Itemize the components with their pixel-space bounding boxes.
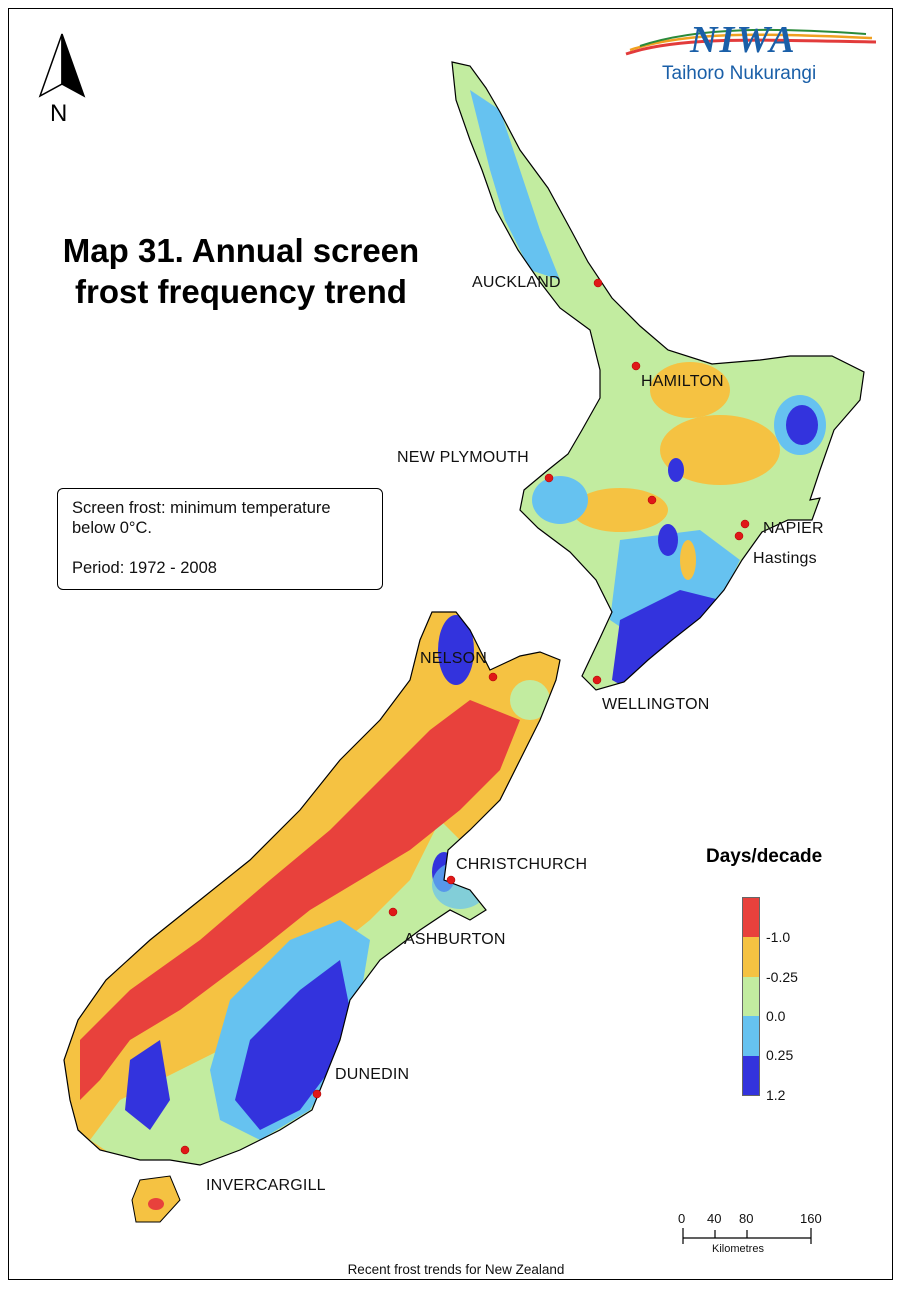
info-period: Period: 1972 - 2008 [72,559,217,577]
city-label-wellington: WELLINGTON [602,696,710,713]
legend-swatch-1 [743,937,759,977]
scale-bar [682,1228,812,1244]
legend-swatch-3 [743,1016,759,1056]
logo-subtitle: Taihoro Nukurangi [662,63,817,84]
legend-swatch-2 [743,976,759,1017]
legend-swatch-4 [743,1055,759,1096]
legend-label: 0.0 [766,1008,786,1024]
map-title-line-2: frost frequency trend [75,273,407,310]
legend-label: -0.25 [766,969,798,985]
scale-tick-label: 40 [707,1211,722,1226]
info-box: Screen frost: minimum temperature below … [57,488,383,590]
scale-unit: Kilometres [712,1243,764,1255]
city-label-dunedin: DUNEDIN [335,1066,410,1083]
footer-caption: Recent frost trends for New Zealand [347,1262,565,1277]
city-label-new-plymouth: NEW PLYMOUTH [397,449,529,466]
north-arrow-icon [38,33,86,98]
city-label-hastings: Hastings [753,550,817,567]
info-line-1: Screen frost: minimum temperature [72,499,331,517]
city-label-auckland: AUCKLAND [472,274,561,291]
legend-swatch-0 [743,898,759,938]
city-label-nelson: NELSON [420,650,487,667]
niwa-swoosh-icon [625,28,877,56]
legend-label: 1.2 [766,1087,786,1103]
city-label-christchurch: CHRISTCHURCH [456,856,588,873]
north-label: N [50,100,68,127]
map-title-line-1: Map 31. Annual screen [62,232,420,269]
map-title: Map 31. Annual screen frost frequency tr… [36,230,446,312]
legend-color-bar [742,897,760,1096]
south-island [64,612,560,1165]
city-label-ashburton: ASHBURTON [404,931,506,948]
scale-tick-label: 80 [739,1211,754,1226]
city-label-hamilton: HAMILTON [641,373,724,390]
city-markers [180,278,750,1155]
scale-tick-label: 160 [800,1211,822,1226]
city-label-napier: NAPIER [763,520,824,537]
scale-tick-label: 0 [678,1211,686,1226]
logo-name: NIWA [690,19,797,61]
info-line-2: below 0°C. [72,519,152,537]
legend-label: 0.25 [766,1047,794,1063]
legend-label: -1.0 [766,929,791,945]
legend-title: Days/decade [706,846,823,867]
city-label-invercargill: INVERCARGILL [206,1177,326,1194]
